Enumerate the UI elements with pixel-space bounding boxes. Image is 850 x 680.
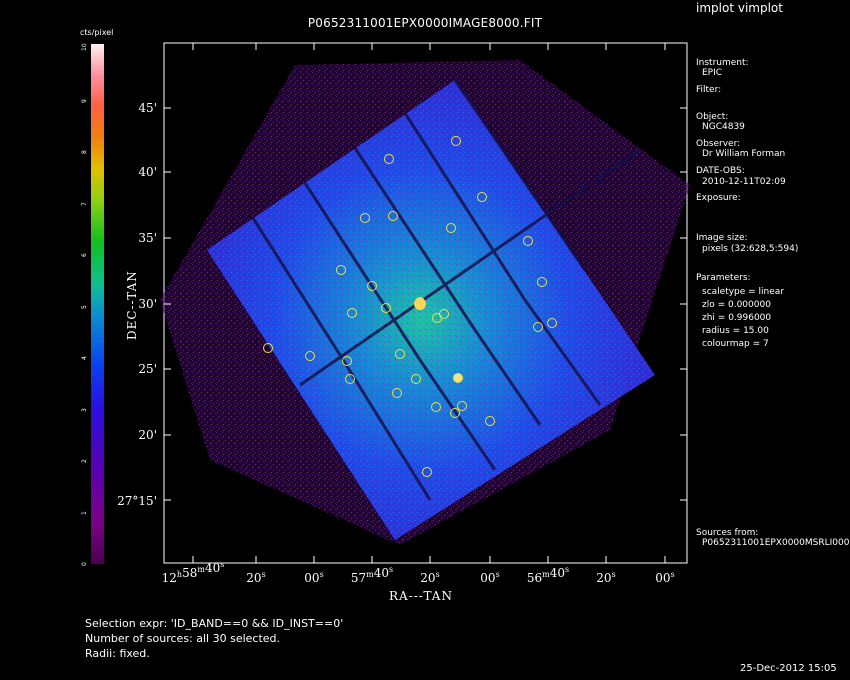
sources-from: Sources from: P0652311001EPX0000MSRLI000…	[696, 528, 850, 548]
y-tick-label: 20'	[138, 428, 157, 442]
source-circle[interactable]	[450, 408, 460, 418]
x-tick-label: 00s	[480, 570, 499, 585]
source-circle[interactable]	[342, 356, 352, 366]
source-circle[interactable]	[336, 265, 346, 275]
y-tick-label: 25'	[138, 362, 157, 376]
number-of-sources: Number of sources: all 30 selected.	[85, 632, 281, 645]
parameters-label: Parameters:	[696, 273, 751, 283]
x-axis-label: RA---TAN	[389, 589, 453, 603]
x-tick-label: 00s	[655, 570, 674, 585]
selection-expr: Selection expr: 'ID_BAND==0 && ID_INST==…	[85, 617, 344, 630]
image-size-value: pixels (32:628,5:594)	[702, 244, 799, 254]
param-colourmap: colourmap = 7	[702, 339, 769, 349]
source-circle[interactable]	[388, 211, 398, 221]
sources-value: P0652311001EPX0000MSRLI0000.F	[702, 538, 850, 548]
param-zlo: zlo = 0.000000	[702, 300, 771, 310]
y-tick-label: 30'	[138, 297, 157, 311]
radii-status: Radii: fixed.	[85, 647, 150, 660]
y-tick-label: 35'	[138, 231, 157, 245]
source-circle[interactable]	[415, 297, 425, 307]
y-tick-label: 40'	[138, 165, 157, 179]
source-circle[interactable]	[457, 401, 467, 411]
source-circle[interactable]	[347, 308, 357, 318]
x-tick-label: 57m40s	[351, 565, 393, 585]
source-circle[interactable]	[446, 223, 456, 233]
x-tick-label: 20s	[246, 570, 265, 585]
y-axis-label: DEC--TAN	[125, 270, 139, 340]
observer-label: Observer:	[696, 139, 741, 149]
source-circle[interactable]	[392, 388, 402, 398]
app-title: implot vimplot	[696, 1, 783, 15]
footer-status: Selection expr: 'ID_BAND==0 && ID_INST==…	[85, 616, 343, 661]
source-circle[interactable]	[411, 374, 421, 384]
chip-gaps	[251, 79, 641, 501]
x-tick-label: 12h58m40s	[162, 560, 225, 585]
filter-label: Filter:	[696, 85, 722, 95]
x-tick-labels: 12h58m40s 20s 00s 57m40s 20s 00s 56m40s 20s 00s	[162, 560, 675, 585]
source-circle[interactable]	[360, 213, 370, 223]
source-circle[interactable]	[439, 309, 449, 319]
source-circle[interactable]	[451, 136, 461, 146]
x-tick-label: 20s	[420, 570, 439, 585]
source-markers	[263, 136, 557, 477]
source-circle[interactable]	[453, 373, 463, 383]
x-tick-label: 20s	[596, 570, 615, 585]
source-circle[interactable]	[431, 402, 441, 412]
source-circle[interactable]	[523, 236, 533, 246]
source-circle[interactable]	[547, 318, 557, 328]
date-obs-value: 2010-12-11T02:09	[702, 177, 786, 187]
bright-core	[414, 298, 426, 310]
source-circle[interactable]	[263, 343, 273, 353]
image-title: P0652311001EPX0000IMAGE8000.FIT	[307, 16, 543, 30]
x-tick-label: 00s	[304, 570, 323, 585]
object-value: NGC4839	[702, 122, 745, 132]
object-label: Object:	[696, 112, 729, 122]
source-circle[interactable]	[477, 192, 487, 202]
y-tick-labels: 45' 40' 35' 30' 25' 20' 27°15'	[117, 101, 157, 508]
source-circle[interactable]	[345, 374, 355, 384]
frame-ticks	[164, 43, 687, 563]
colorbar	[91, 44, 104, 564]
source-circle[interactable]	[305, 351, 315, 361]
image-size-label: Image size:	[696, 233, 748, 243]
exposure-label: Exposure:	[696, 193, 741, 203]
date-obs-label: DATE-OBS:	[696, 166, 745, 176]
y-tick-label: 27°15'	[117, 494, 157, 508]
param-scaletype: scaletype = linear	[702, 287, 785, 297]
source-circle[interactable]	[384, 154, 394, 164]
instrument-label: Instrument:	[696, 58, 749, 68]
x-tick-label: 56m40s	[527, 565, 569, 585]
colorbar-label: cts/pixel	[80, 28, 114, 37]
param-zhi: zhi = 0.996000	[702, 313, 772, 323]
source-circle[interactable]	[381, 303, 391, 313]
source-circle[interactable]	[485, 416, 495, 426]
source-circle[interactable]	[533, 322, 543, 332]
y-tick-label: 45'	[138, 101, 157, 115]
sources-label: Sources from:	[696, 528, 759, 538]
param-radius: radius = 15.00	[702, 326, 769, 336]
source-circle[interactable]	[537, 277, 547, 287]
timestamp: 25-Dec-2012 15:05	[740, 663, 837, 674]
observer-value: Dr William Forman	[702, 149, 786, 159]
source-circle[interactable]	[395, 349, 405, 359]
instrument-value: EPIC	[702, 68, 723, 78]
source-circle[interactable]	[367, 281, 377, 291]
source-circle[interactable]	[422, 467, 432, 477]
